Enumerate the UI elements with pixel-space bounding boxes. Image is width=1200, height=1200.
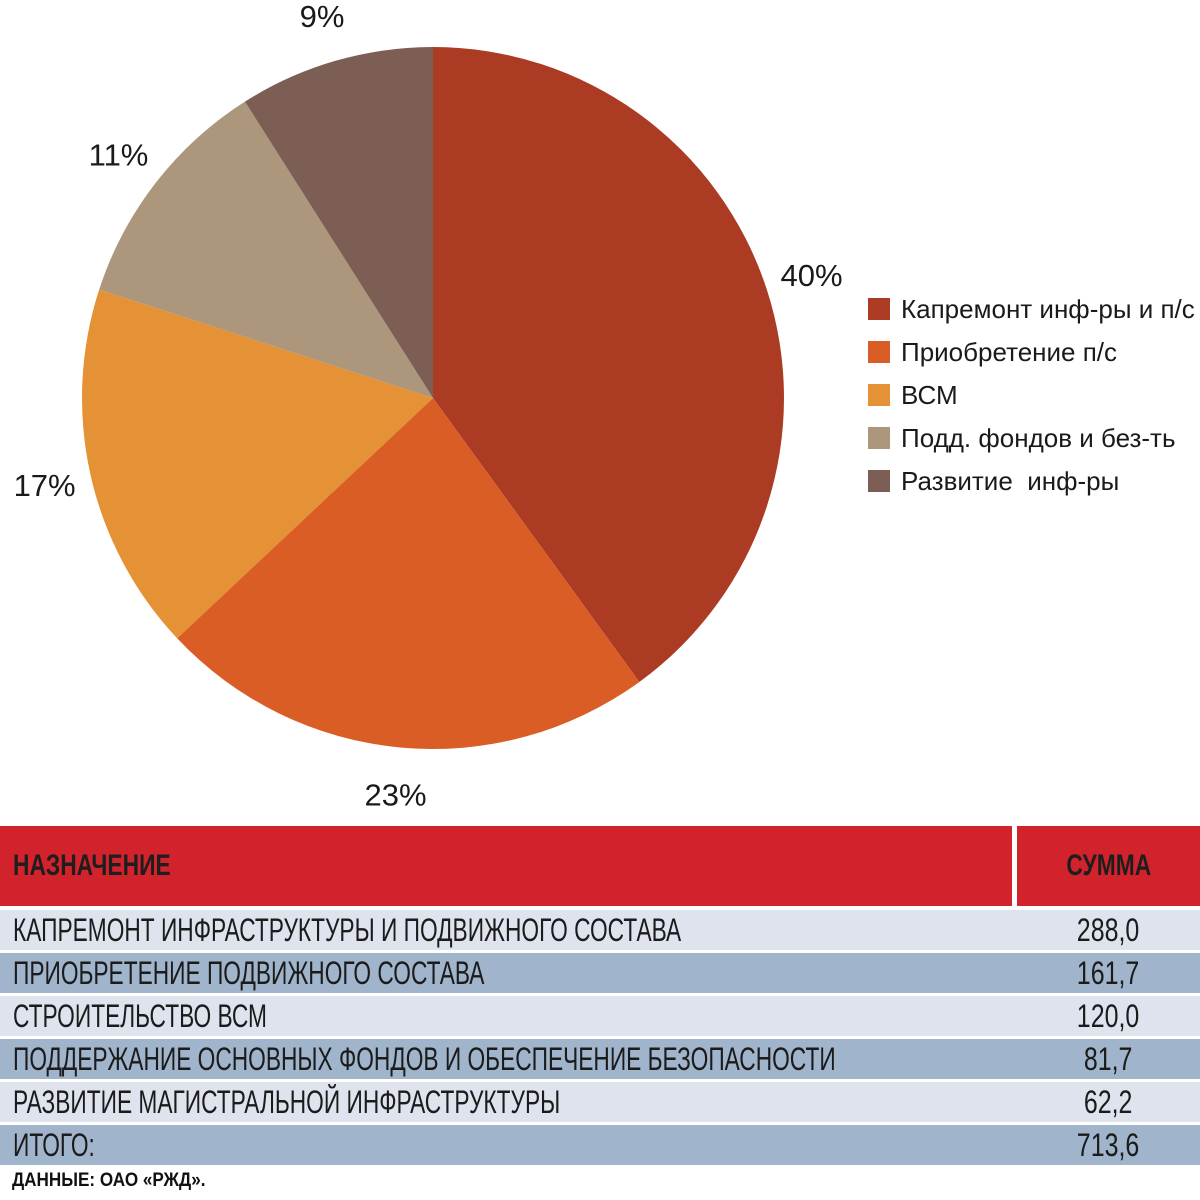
pie-slice-4 xyxy=(244,47,433,398)
table-row-total: ИТОГО: 713,6 xyxy=(0,1125,1200,1165)
legend-label: Приобретение п/с xyxy=(901,336,1118,367)
source-note: ДАННЫЕ: ОАО «РЖД». xyxy=(12,1170,206,1191)
pie-chart: 40% 23% 17% 11% 9% xyxy=(14,0,843,812)
legend-item-kapremont: Капремонт инф-ры и п/с xyxy=(868,287,1195,330)
table-header-sum-cell: СУММА xyxy=(1017,826,1200,906)
pie-percent-label: 40% xyxy=(780,258,842,293)
table-row: ПРИОБРЕТЕНИЕ ПОДВИЖНОГО СОСТАВА 161,7 xyxy=(0,953,1200,993)
legend-item-podd-fondov: Подд. фондов и без-ть xyxy=(868,416,1195,459)
legend-swatch-podd-fondov xyxy=(868,426,890,449)
pie-percent-label: 17% xyxy=(14,468,76,503)
row-name: СТРОИТЕЛЬСТВО ВСМ xyxy=(13,998,267,1034)
investments-table: НАЗНАЧЕНИЕ СУММА КАПРЕМОНТ ИНФРАСТРУКТУР… xyxy=(0,826,1200,1168)
legend-label: ВСМ xyxy=(901,379,958,410)
pie-slice-1 xyxy=(177,398,640,749)
legend-label: Капремонт инф-ры и п/с xyxy=(901,293,1195,324)
pie-percent-label: 9% xyxy=(300,0,345,34)
row-value: 120,0 xyxy=(1077,998,1140,1034)
pie-percent-label: 23% xyxy=(364,777,426,812)
legend-swatch-vsm xyxy=(868,383,890,406)
table-header-sum-label: СУММА xyxy=(1066,849,1151,882)
table-header-name-cell: НАЗНАЧЕНИЕ xyxy=(0,826,1012,906)
row-name: ИТОГО: xyxy=(13,1127,95,1163)
row-name: ПРИОБРЕТЕНИЕ ПОДВИЖНОГО СОСТАВА xyxy=(13,955,485,991)
row-value: 62,2 xyxy=(1084,1084,1133,1120)
table-header-row: НАЗНАЧЕНИЕ СУММА xyxy=(0,826,1200,906)
legend-label: Развитие инф-ры xyxy=(901,465,1120,496)
table-row: РАЗВИТИЕ МАГИСТРАЛЬНОЙ ИНФРАСТРУКТУРЫ 62… xyxy=(0,1082,1200,1122)
row-name: РАЗВИТИЕ МАГИСТРАЛЬНОЙ ИНФРАСТРУКТУРЫ xyxy=(13,1084,561,1120)
legend-swatch-priobretenie xyxy=(868,340,890,363)
row-name: КАПРЕМОНТ ИНФРАСТРУКТУРЫ И ПОДВИЖНОГО СО… xyxy=(13,912,682,948)
table-row: ПОДДЕРЖАНИЕ ОСНОВНЫХ ФОНДОВ И ОБЕСПЕЧЕНИ… xyxy=(0,1039,1200,1079)
legend-swatch-razvitie xyxy=(868,469,890,492)
pie-slice-2 xyxy=(82,289,434,639)
legend-label: Подд. фондов и без-ть xyxy=(901,422,1176,453)
row-name: ПОДДЕРЖАНИЕ ОСНОВНЫХ ФОНДОВ И ОБЕСПЕЧЕНИ… xyxy=(13,1041,836,1077)
legend-item-vsm: ВСМ xyxy=(868,373,1195,416)
row-value: 288,0 xyxy=(1077,912,1140,948)
row-value: 81,7 xyxy=(1084,1041,1133,1077)
row-value: 161,7 xyxy=(1077,955,1140,991)
table-row: СТРОИТЕЛЬСТВО ВСМ 120,0 xyxy=(0,996,1200,1036)
pie-legend: Капремонт инф-ры и п/с Приобретение п/с … xyxy=(868,287,1195,502)
table-row: КАПРЕМОНТ ИНФРАСТРУКТУРЫ И ПОДВИЖНОГО СО… xyxy=(0,910,1200,950)
table-header-name-label: НАЗНАЧЕНИЕ xyxy=(13,849,171,882)
row-value: 713,6 xyxy=(1077,1127,1140,1163)
legend-swatch-kapremont xyxy=(868,297,890,320)
pie-slice-3 xyxy=(99,101,434,398)
legend-item-razvitie: Развитие инф-ры xyxy=(868,459,1195,502)
legend-item-priobretenie: Приобретение п/с xyxy=(868,330,1195,373)
pie-slice-0 xyxy=(433,47,784,682)
pie-percent-label: 11% xyxy=(89,137,149,172)
